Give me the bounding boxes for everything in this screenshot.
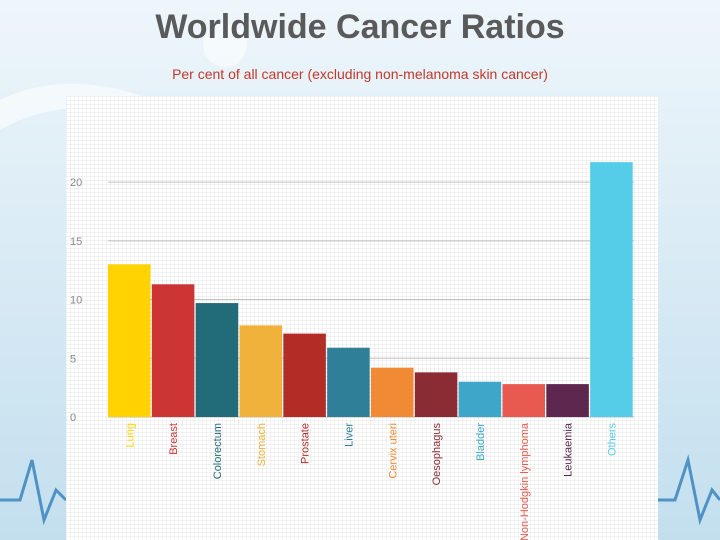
bar bbox=[195, 303, 239, 417]
x-tick-label: Breast bbox=[168, 423, 180, 455]
bar bbox=[590, 162, 633, 417]
bar bbox=[502, 384, 546, 417]
x-tick-label: Others bbox=[606, 423, 618, 457]
y-tick-label: 15 bbox=[70, 236, 82, 248]
x-tick-label: Colorectum bbox=[212, 423, 224, 479]
bar bbox=[239, 325, 283, 417]
x-tick-label: Liver bbox=[343, 423, 355, 447]
y-tick-label: 10 bbox=[70, 295, 82, 307]
x-tick-label: Lung bbox=[124, 423, 136, 447]
x-tick-label: Bladder bbox=[475, 423, 487, 461]
bar bbox=[546, 384, 589, 417]
x-tick-label: Cervix uteri bbox=[387, 423, 399, 479]
bar bbox=[414, 372, 458, 417]
x-tick-label: Non-Hodgkin lymphoma bbox=[519, 422, 531, 540]
slide-title: Worldwide Cancer Ratios bbox=[155, 8, 565, 46]
x-tick-label: Prostate bbox=[300, 423, 312, 464]
bar bbox=[108, 264, 151, 417]
bar bbox=[458, 381, 502, 417]
slide-subtitle: Per cent of all cancer (excluding non-me… bbox=[172, 66, 548, 82]
y-tick-label: 5 bbox=[70, 353, 76, 365]
bar bbox=[151, 284, 195, 417]
bar bbox=[283, 333, 326, 417]
y-tick-label: 0 bbox=[70, 412, 76, 424]
x-tick-label: Oesophagus bbox=[431, 423, 443, 486]
bar bbox=[327, 347, 370, 417]
bar-chart: 0 5 10 15 20 Lung Breast Colorectum Stomach Prost… bbox=[70, 162, 634, 540]
y-tick-label: 20 bbox=[70, 177, 82, 189]
bar bbox=[371, 367, 414, 417]
chart-area: 0 5 10 15 20 Lung Breast Colorectum Stomach Prost… bbox=[66, 96, 658, 540]
x-tick-label: Leukaemia bbox=[563, 422, 575, 477]
x-tick-label: Stomach bbox=[256, 423, 268, 466]
